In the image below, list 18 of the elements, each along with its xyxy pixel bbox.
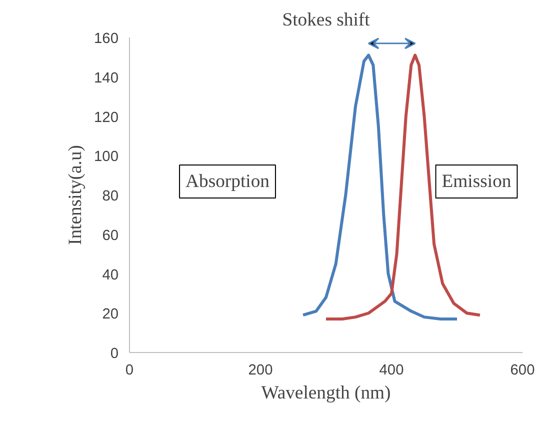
y-axis-title: Intensity(a.u)	[65, 144, 86, 245]
y-tick-label: 100	[94, 149, 119, 166]
annotation: Emission	[442, 171, 512, 192]
x-tick-label: 400	[379, 362, 404, 378]
y-tick-label: 60	[102, 228, 119, 244]
y-tick-label: 80	[102, 188, 119, 204]
x-tick-label: 0	[125, 362, 134, 378]
x-tick-label: 600	[510, 362, 535, 378]
y-tick-label: 160	[94, 31, 119, 47]
x-axis-title: Wavelength (nm)	[261, 382, 391, 404]
y-tick-label: 120	[94, 110, 119, 126]
x-tick-label: 200	[248, 362, 273, 378]
chart-title: Stokes shift	[282, 10, 371, 30]
y-tick-label: 0	[110, 346, 119, 362]
y-tick-label: 140	[94, 70, 119, 86]
annotation: Absorption	[186, 171, 270, 192]
y-tick-label: 20	[102, 306, 119, 323]
y-tick-label: 40	[102, 267, 119, 284]
